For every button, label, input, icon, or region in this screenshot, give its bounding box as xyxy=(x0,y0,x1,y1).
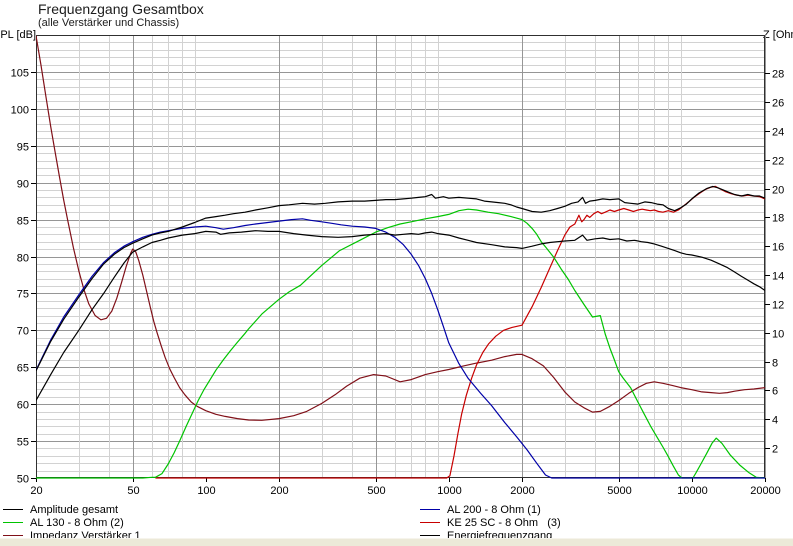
svg-text:50: 50 xyxy=(127,485,139,497)
svg-text:12: 12 xyxy=(772,300,784,312)
al200-line-swatch xyxy=(420,509,440,510)
amplitude-line-swatch xyxy=(3,509,23,510)
status-bar xyxy=(0,538,793,546)
curve-amplitude xyxy=(36,185,765,372)
series-curves xyxy=(36,35,765,479)
svg-text:55: 55 xyxy=(17,437,29,449)
svg-text:10000: 10000 xyxy=(677,485,708,497)
right-axis-title: Z [Ohm] xyxy=(763,29,793,41)
legend-label: KE 25 SC - 8 Ohm (3) xyxy=(447,516,561,529)
svg-text:50: 50 xyxy=(17,474,29,486)
svg-text:200: 200 xyxy=(270,485,288,497)
legend-item-al130: AL 130 - 8 Ohm (2) xyxy=(3,516,124,529)
svg-text:5000: 5000 xyxy=(607,485,631,497)
axis-ticks-and-labels: 1051009590858075706560555028262422201816… xyxy=(11,68,785,498)
svg-text:60: 60 xyxy=(17,400,29,412)
chart-title: Frequenzgang Gesamtbox xyxy=(38,1,204,17)
legend-item-amplitude: Amplitude gesamt xyxy=(3,503,118,516)
svg-text:85: 85 xyxy=(17,216,29,228)
svg-text:22: 22 xyxy=(772,156,784,168)
svg-text:2000: 2000 xyxy=(510,485,534,497)
svg-text:14: 14 xyxy=(772,271,784,283)
frequency-response-chart: 1051009590858075706560555028262422201816… xyxy=(11,35,785,498)
legend-item-ke25: KE 25 SC - 8 Ohm (3) xyxy=(420,516,561,529)
svg-text:18: 18 xyxy=(772,213,784,225)
impedanz-line-swatch xyxy=(3,535,23,536)
curve-al130 xyxy=(36,208,765,479)
curve-al200 xyxy=(36,218,765,479)
svg-text:95: 95 xyxy=(17,142,29,154)
svg-text:100: 100 xyxy=(197,485,215,497)
energie-line-swatch xyxy=(420,535,440,536)
svg-text:75: 75 xyxy=(17,289,29,301)
curve-impedanz xyxy=(36,35,765,421)
chart-subtitle: (alle Verstärker und Chassis) xyxy=(38,17,180,29)
grid xyxy=(36,35,766,478)
svg-text:105: 105 xyxy=(11,68,29,80)
svg-text:500: 500 xyxy=(367,485,385,497)
legend-label: AL 200 - 8 Ohm (1) xyxy=(447,503,541,516)
svg-text:20000: 20000 xyxy=(750,485,781,497)
svg-text:65: 65 xyxy=(17,363,29,375)
svg-text:24: 24 xyxy=(772,127,784,139)
svg-text:1000: 1000 xyxy=(437,485,461,497)
svg-text:4: 4 xyxy=(772,415,778,427)
svg-text:20: 20 xyxy=(772,185,784,197)
left-axis-title: SPL [dB] xyxy=(0,29,37,41)
svg-text:90: 90 xyxy=(17,179,29,191)
svg-text:6: 6 xyxy=(772,386,778,398)
svg-text:10: 10 xyxy=(772,329,784,341)
legend-label: Amplitude gesamt xyxy=(30,503,119,516)
svg-text:28: 28 xyxy=(772,69,784,81)
svg-text:100: 100 xyxy=(11,105,29,117)
ke25-line-swatch xyxy=(420,522,440,523)
svg-text:80: 80 xyxy=(17,253,29,265)
al130-line-swatch xyxy=(3,522,23,523)
svg-text:20: 20 xyxy=(30,485,42,497)
legend-item-al200: AL 200 - 8 Ohm (1) xyxy=(420,503,541,516)
svg-text:8: 8 xyxy=(772,358,778,370)
svg-text:26: 26 xyxy=(772,98,784,110)
legend-label: AL 130 - 8 Ohm (2) xyxy=(30,516,124,529)
svg-text:70: 70 xyxy=(17,326,29,338)
svg-text:2: 2 xyxy=(772,444,778,456)
svg-text:16: 16 xyxy=(772,242,784,254)
curve-energie xyxy=(36,230,765,401)
